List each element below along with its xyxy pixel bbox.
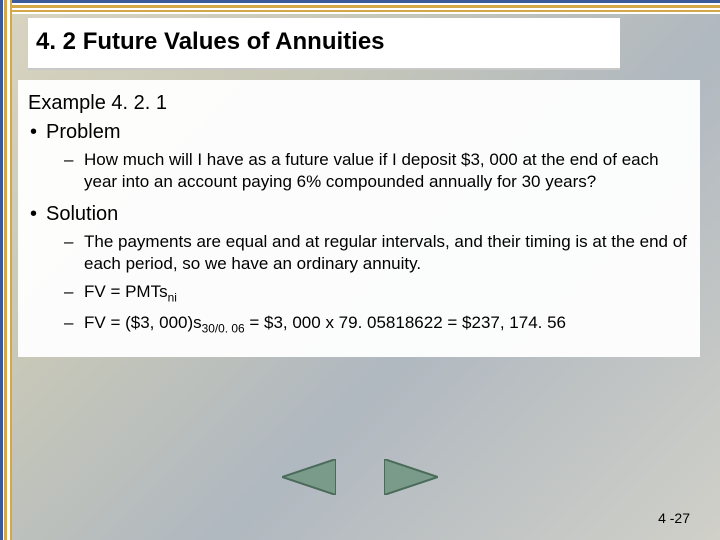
prev-triangle bbox=[282, 459, 336, 495]
slide-title: 4. 2 Future Values of Annuities bbox=[28, 18, 620, 70]
solution-formula-2b: = $3, 000 x 79. 05818622 = $237, 174. 56 bbox=[245, 313, 566, 332]
nav-controls bbox=[0, 459, 720, 500]
solution-item-2: FV = PMTsni bbox=[28, 281, 690, 306]
subscript-rate: 30/0. 06 bbox=[202, 322, 245, 336]
solution-formula-1: FV = PMTs bbox=[84, 282, 168, 301]
prev-button[interactable] bbox=[282, 459, 336, 495]
problem-text: How much will I have as a future value i… bbox=[28, 149, 690, 193]
page-number: 4 -27 bbox=[658, 510, 690, 526]
prev-icon bbox=[282, 459, 336, 495]
problem-label: Problem bbox=[28, 119, 690, 146]
next-icon bbox=[384, 459, 438, 495]
next-button[interactable] bbox=[384, 459, 438, 495]
top-border-stripes bbox=[0, 0, 720, 14]
solution-item-3: FV = ($3, 000)s30/0. 06 = $3, 000 x 79. … bbox=[28, 312, 690, 337]
solution-label: Solution bbox=[28, 201, 690, 228]
subscript-ni: ni bbox=[168, 291, 177, 305]
example-label: Example 4. 2. 1 bbox=[28, 90, 690, 117]
solution-item-1: The payments are equal and at regular in… bbox=[28, 231, 690, 275]
next-triangle bbox=[384, 459, 438, 495]
content-box: Example 4. 2. 1 Problem How much will I … bbox=[18, 80, 700, 357]
solution-formula-2a: FV = ($3, 000)s bbox=[84, 313, 202, 332]
